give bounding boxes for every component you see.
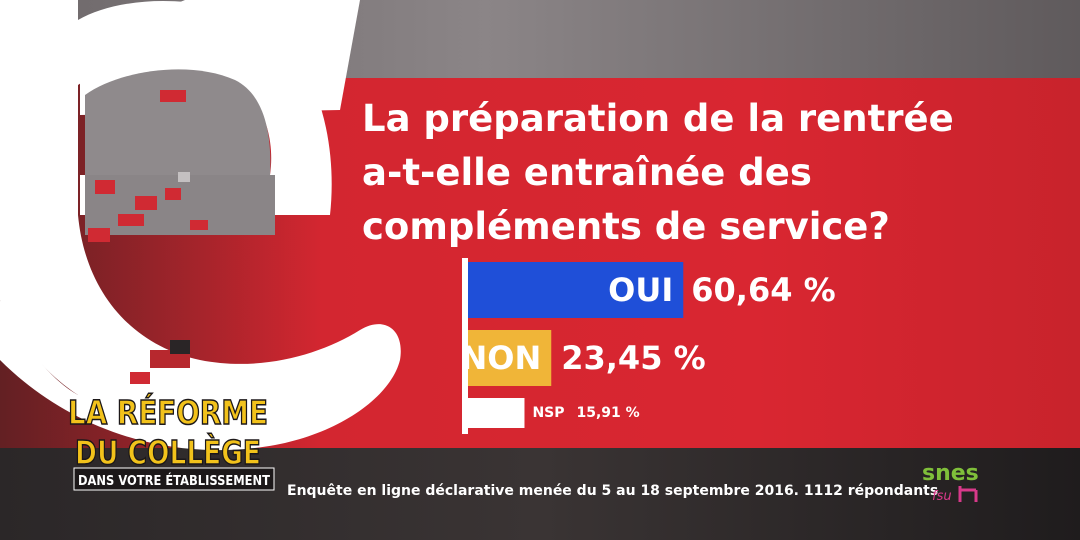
bar-non — [468, 330, 552, 386]
chart-axis-line — [462, 258, 468, 434]
e-letter-decoration — [0, 0, 401, 451]
snes-logo-text: snes — [922, 461, 979, 486]
reforme-college-logo: LA RÉFORME DU COLLÈGE DANS VOTRE ÉTABLIS… — [67, 391, 275, 491]
bar-label-oui: OUI — [608, 271, 673, 309]
bar-oui — [468, 262, 684, 318]
question-line: a-t-elle entraînée des — [362, 151, 812, 194]
survey-bar-chart: OUI 60,64 % NON 23,45 % NSP 15,91 % — [460, 258, 836, 434]
fsu-logo-text: fsu — [932, 489, 952, 504]
snes-fsu-logo: snes fsu — [922, 461, 979, 504]
value-label-non: 23,45 % — [561, 339, 705, 377]
logo-line-1: LA RÉFORME — [68, 392, 268, 432]
question-title: La préparation de la rentrée a-t-elle en… — [362, 92, 1062, 254]
value-label-nsp: 15,91 % — [576, 405, 639, 421]
background-photo-bottom — [0, 448, 1080, 540]
survey-source-note: Enquête en ligne déclarative menée du 5 … — [287, 483, 939, 499]
question-line: compléments de service? — [362, 205, 890, 248]
value-label-oui: 60,64 % — [691, 271, 835, 309]
bar-label-non: NON — [460, 339, 541, 377]
bar-nsp — [468, 398, 525, 428]
logo-line-3: DANS VOTRE ÉTABLISSEMENT — [78, 473, 270, 489]
bar-label-nsp: NSP — [532, 405, 564, 421]
question-line: La préparation de la rentrée — [362, 97, 954, 140]
logo-line-2: DU COLLÈGE — [75, 432, 261, 472]
